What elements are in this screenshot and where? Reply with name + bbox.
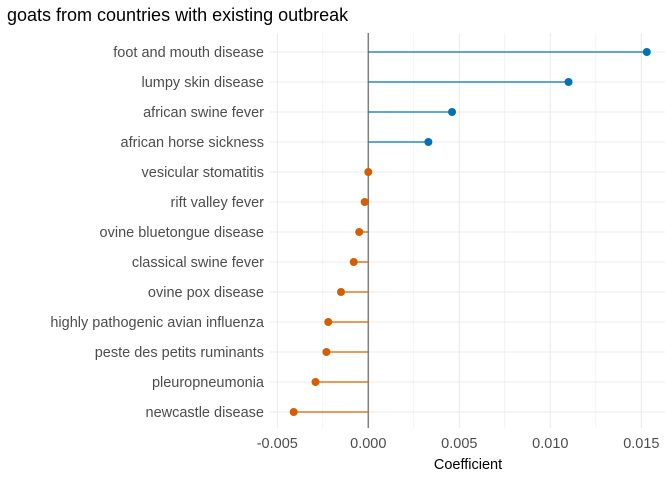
- y-tick-label: vesicular stomatitis: [142, 165, 264, 181]
- y-tick-label: ovine bluetongue disease: [100, 225, 264, 241]
- y-tick-label: highly pathogenic avian influenza: [50, 315, 265, 331]
- y-tick-label: pleuropneumonia: [152, 375, 265, 391]
- lollipop-point: [360, 198, 369, 206]
- x-axis-title: Coefficient: [434, 457, 502, 473]
- lollipop-point: [311, 378, 320, 386]
- x-tick-label: 0.000: [350, 436, 386, 452]
- lollipop-points: [289, 48, 651, 416]
- x-tick-label: 0.010: [532, 436, 568, 452]
- x-tick-label: -0.005: [257, 436, 298, 452]
- lollipop-point: [336, 288, 345, 296]
- lollipop-point: [349, 258, 358, 266]
- lollipop-point: [355, 228, 364, 236]
- y-tick-label: ovine pox disease: [148, 285, 264, 301]
- lollipop-point: [424, 138, 433, 146]
- y-tick-label: peste des petits ruminants: [95, 345, 264, 361]
- lollipop-point: [642, 48, 651, 56]
- y-tick-label: newcastle disease: [146, 405, 265, 421]
- lollipop-point: [322, 348, 331, 356]
- y-tick-label: rift valley fever: [171, 195, 265, 211]
- lollipop-point: [364, 168, 373, 176]
- y-tick-label: lumpy skin disease: [142, 75, 265, 91]
- x-tick-label: 0.015: [623, 436, 659, 452]
- chart-title: goats from countries with existing outbr…: [7, 5, 349, 25]
- lollipop-point: [448, 108, 457, 116]
- y-tick-label: african horse sickness: [121, 135, 264, 151]
- x-axis-labels: -0.005 0.000 0.005 0.010 0.015: [257, 436, 660, 452]
- grid-lines: [270, 33, 665, 428]
- lollipop-point: [289, 408, 298, 416]
- y-axis-labels: foot and mouth disease lumpy skin disease…: [50, 45, 265, 421]
- y-tick-label: foot and mouth disease: [113, 45, 264, 61]
- x-tick-label: 0.005: [441, 436, 477, 452]
- lollipop-point: [324, 318, 333, 326]
- y-tick-label: classical swine fever: [132, 255, 264, 271]
- y-tick-label: african swine fever: [143, 105, 264, 121]
- lollipop-stems: [293, 51, 647, 413]
- lollipop-point: [564, 78, 573, 86]
